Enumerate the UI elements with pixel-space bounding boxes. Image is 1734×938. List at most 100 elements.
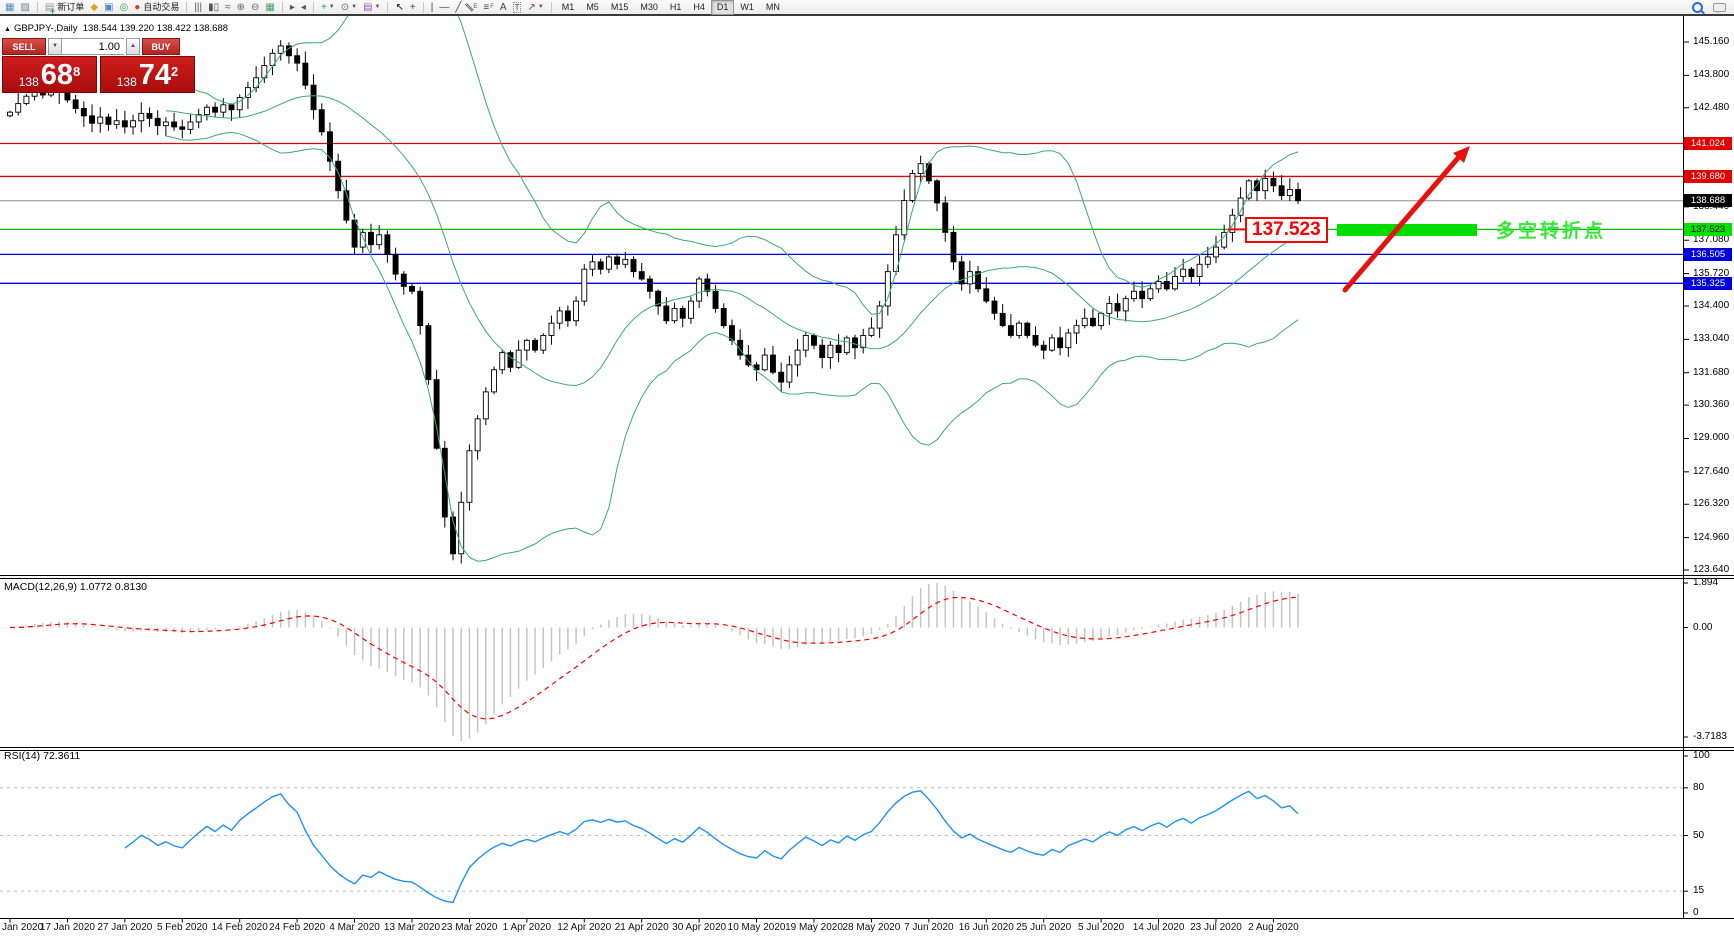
label-icon[interactable]: T bbox=[512, 1, 522, 13]
candle-body bbox=[220, 104, 227, 113]
volume-down-button[interactable]: ▼ bbox=[48, 38, 62, 55]
tf-button-M15[interactable]: M15 bbox=[610, 1, 629, 12]
candle-body bbox=[1213, 246, 1219, 258]
signal-icon[interactable]: ◎ bbox=[119, 1, 129, 13]
new-order-icon[interactable]: ▤ + 新订单 bbox=[44, 1, 85, 16]
arrows-icon[interactable]: ↗ ▼ bbox=[527, 1, 544, 13]
tf-button-M1[interactable]: M1 bbox=[561, 1, 575, 12]
candle-body bbox=[277, 45, 284, 54]
candle-body bbox=[417, 290, 424, 327]
candle-body bbox=[1147, 288, 1154, 300]
tf-button-M5[interactable]: M5 bbox=[586, 1, 599, 12]
terminal-icon[interactable]: ▣ bbox=[104, 1, 114, 13]
candle-body bbox=[1106, 303, 1113, 314]
candle-body bbox=[1262, 177, 1269, 192]
tf-button-W1[interactable]: W1 bbox=[740, 1, 754, 12]
market-watch-icon[interactable]: ▨ bbox=[20, 1, 30, 13]
candlestick-chart-icon[interactable]: ▮▯ bbox=[208, 1, 220, 13]
sell-price-pips: 68 bbox=[40, 59, 74, 91]
tf-button-MN[interactable]: MN bbox=[765, 1, 780, 12]
volume-up-button[interactable]: ▲ bbox=[126, 38, 140, 55]
candle-body bbox=[1139, 290, 1146, 300]
symbol-name: GBPJPY-,Daily bbox=[13, 23, 78, 34]
candle-body bbox=[1130, 290, 1137, 300]
candle-body bbox=[499, 352, 506, 371]
candle-body bbox=[819, 344, 826, 358]
candle-body bbox=[203, 106, 210, 116]
channel-icon[interactable]: ∥ E bbox=[464, 1, 478, 13]
indicators-icon[interactable]: + ▼ bbox=[320, 1, 335, 13]
tf-button-H1[interactable]: H1 bbox=[669, 1, 682, 12]
symbol-ohlc: 138.544 139.220 138.422 138.688 bbox=[82, 23, 229, 34]
buy-price-whole: 138 bbox=[116, 75, 137, 89]
turning-point-text[interactable]: 多空转折点 bbox=[1496, 221, 1607, 242]
toolbar-separator bbox=[422, 1, 424, 13]
candle-body bbox=[761, 354, 768, 371]
candle-body bbox=[581, 268, 588, 302]
candle-body bbox=[827, 344, 834, 358]
autoscroll-icon[interactable]: ▸ bbox=[289, 1, 295, 13]
candle-body bbox=[663, 305, 670, 322]
candle-body bbox=[1204, 256, 1211, 265]
candle-body bbox=[1065, 332, 1072, 349]
chart-shift-icon[interactable]: ◂ bbox=[300, 1, 306, 13]
support-zone-bar[interactable] bbox=[1337, 224, 1477, 236]
candle-body bbox=[991, 300, 998, 314]
cursor-icon[interactable]: ↖ bbox=[395, 1, 404, 13]
candle-body bbox=[646, 278, 653, 292]
level-price-label[interactable]: 137.523 bbox=[1245, 217, 1328, 243]
candle-body bbox=[351, 219, 358, 248]
buy-button[interactable]: BUY bbox=[142, 38, 180, 55]
fibonacci-icon[interactable]: ≡ F bbox=[483, 1, 494, 13]
candle-body bbox=[556, 310, 563, 324]
trendline-icon[interactable]: ╱ bbox=[455, 1, 462, 13]
rsi-label: RSI(14) 72.3611 bbox=[4, 750, 81, 762]
candle-body bbox=[1114, 303, 1121, 312]
candle-body bbox=[294, 55, 301, 64]
templates-icon[interactable]: ▤ ▼ bbox=[363, 1, 381, 13]
candle-body bbox=[187, 121, 194, 130]
chat-icon[interactable] bbox=[1713, 2, 1726, 13]
candle-body bbox=[1221, 231, 1228, 248]
candle-body bbox=[737, 339, 744, 356]
one-click-trading-panel: SELL ▼ ▲ BUY 138 68 8 138 74 2 bbox=[2, 38, 198, 93]
candle-body bbox=[786, 364, 793, 383]
horizontal-line-icon[interactable]: — bbox=[439, 1, 450, 13]
charts-icon[interactable]: ▦ bbox=[5, 1, 15, 13]
candle-body bbox=[696, 278, 703, 302]
window-edge-divider bbox=[0, 14, 1734, 16]
tf-button-D1[interactable]: D1 bbox=[710, 0, 735, 15]
crosshair-icon[interactable]: + bbox=[409, 1, 416, 13]
tf-button-M30[interactable]: M30 bbox=[640, 1, 658, 12]
periods-icon[interactable]: ⊙ ▼ bbox=[340, 1, 358, 13]
candle-body bbox=[860, 334, 867, 349]
metaeditor-icon[interactable]: ◆ bbox=[90, 1, 99, 13]
candle-body bbox=[720, 308, 727, 327]
candle-body bbox=[770, 354, 776, 373]
candle-body bbox=[392, 254, 399, 275]
candle-body bbox=[1007, 325, 1014, 336]
autotrade-icon[interactable]: ● 自动交易 bbox=[134, 1, 180, 13]
zoom-out-icon[interactable]: ⊖ bbox=[251, 1, 260, 13]
candle-body bbox=[909, 173, 916, 201]
candle-body bbox=[113, 120, 120, 125]
trend-arrow[interactable] bbox=[1342, 155, 1461, 293]
buy-price-box[interactable]: 138 74 2 bbox=[100, 56, 195, 93]
tf-button-H4[interactable]: H4 bbox=[693, 1, 705, 12]
zoom-in-icon[interactable]: ⊕ bbox=[236, 1, 246, 13]
text-icon[interactable]: A bbox=[499, 1, 507, 13]
candle-body bbox=[605, 256, 612, 270]
candle-body bbox=[138, 112, 145, 122]
volume-input[interactable] bbox=[62, 38, 124, 55]
sell-price-box[interactable]: 138 68 8 bbox=[2, 56, 97, 93]
candle-body bbox=[1024, 322, 1031, 336]
line-chart-icon[interactable]: ≈ bbox=[225, 1, 231, 13]
sell-button[interactable]: SELL bbox=[2, 38, 46, 55]
collapse-triangle-icon[interactable]: ▲ bbox=[4, 26, 11, 33]
bar-chart-icon[interactable]: ||| bbox=[194, 1, 203, 13]
search-icon[interactable] bbox=[1692, 1, 1703, 13]
tile-windows-icon[interactable]: ▦ bbox=[265, 1, 275, 13]
candle-body bbox=[1016, 322, 1023, 336]
vertical-line-icon[interactable]: | bbox=[430, 1, 434, 13]
sell-price-point: 8 bbox=[73, 64, 81, 79]
